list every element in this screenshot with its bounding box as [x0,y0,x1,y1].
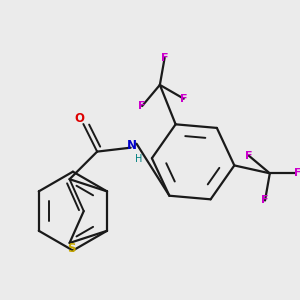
Text: F: F [294,168,300,178]
Text: O: O [74,112,84,124]
Text: F: F [180,94,188,104]
Text: F: F [161,53,168,63]
Text: H: H [135,154,142,164]
Text: N: N [127,139,136,152]
Text: F: F [245,151,252,160]
Text: F: F [138,101,146,111]
Text: F: F [261,196,269,206]
Text: S: S [67,242,76,255]
